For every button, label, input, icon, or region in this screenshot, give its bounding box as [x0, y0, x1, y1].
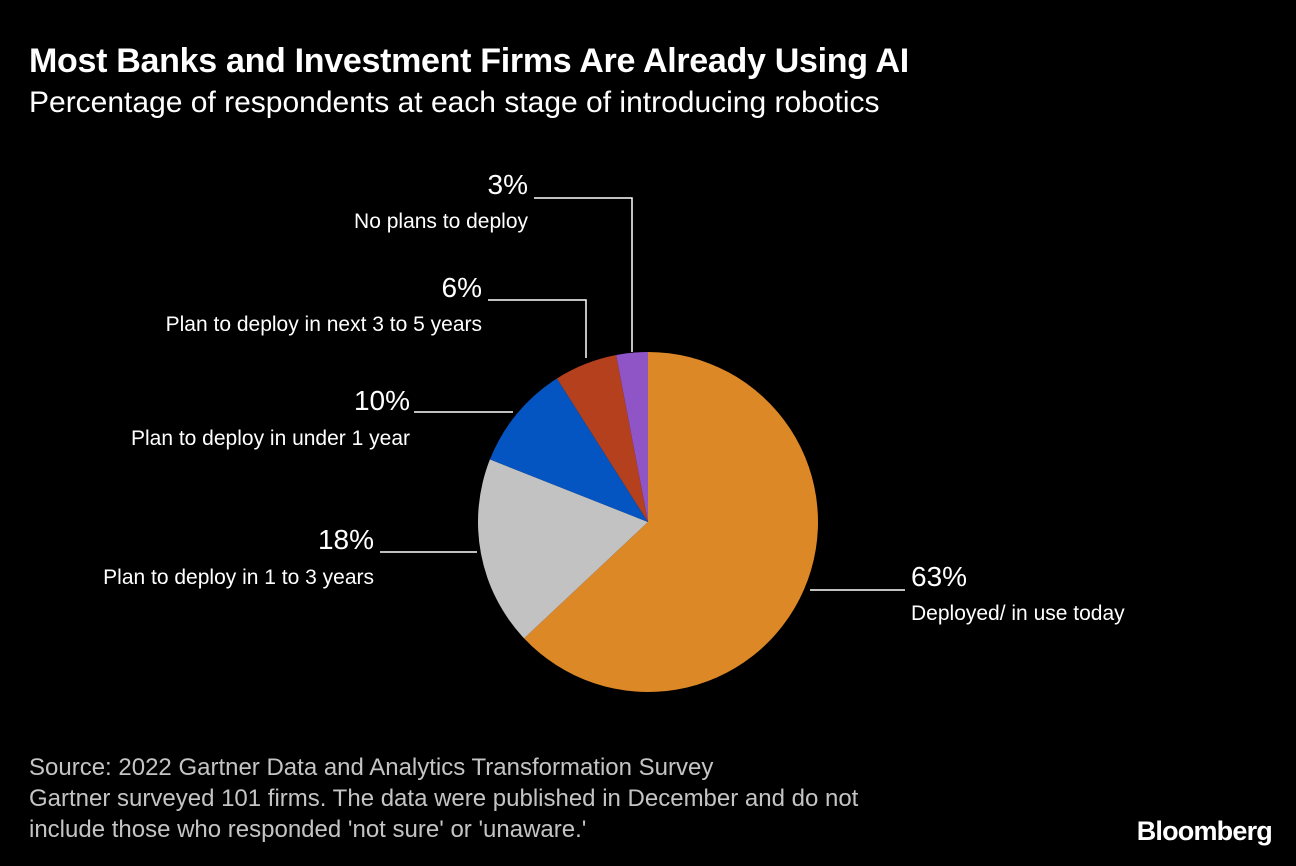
category-label-plan-to-deploy-in-1-to-3-years: Plan to deploy in 1 to 3 years	[103, 566, 374, 589]
leader-line-plan-to-deploy-in-next-3-to-5-years	[488, 299, 587, 358]
pie-slice-deployed-in-use-today	[524, 352, 818, 692]
methodology-note-line-2: include those who responded 'not sure' o…	[29, 816, 587, 843]
value-label-plan-to-deploy-in-1-to-3-years: 18%	[318, 524, 374, 555]
category-label-plan-to-deploy-in-under-1-year: Plan to deploy in under 1 year	[131, 427, 410, 450]
category-label-no-plans-to-deploy: No plans to deploy	[354, 210, 528, 233]
chart-footer: Source: 2022 Gartner Data and Analytics …	[29, 752, 858, 845]
source-note: Source: 2022 Gartner Data and Analytics …	[29, 754, 714, 781]
value-label-plan-to-deploy-in-under-1-year: 10%	[354, 385, 410, 416]
pie-slices	[478, 352, 818, 692]
category-label-plan-to-deploy-in-next-3-to-5-years: Plan to deploy in next 3 to 5 years	[166, 313, 482, 336]
methodology-note-line-1: Gartner surveyed 101 firms. The data wer…	[29, 785, 859, 812]
slice-labels: 63% Deployed/ in use today 18% Plan to depl…	[103, 169, 1125, 625]
leader-lines	[380, 197, 905, 591]
pie-slice-plan-to-deploy-in-next-3-to-5-years	[556, 355, 648, 522]
pie-slice-plan-to-deploy-in-under-1-year	[489, 378, 648, 522]
chart-subtitle: Percentage of respondents at each stage …	[29, 86, 880, 119]
chart-title: Most Banks and Investment Firms Are Alre…	[29, 42, 909, 80]
pie-slice-plan-to-deploy-in-1-to-3-years	[478, 459, 648, 639]
leader-line-no-plans-to-deploy	[534, 197, 633, 352]
value-label-deployed-in-use-today: 63%	[911, 561, 967, 592]
bloomberg-logo: Bloomberg	[1136, 816, 1273, 846]
value-label-no-plans-to-deploy: 3%	[488, 169, 528, 200]
category-label-deployed-in-use-today: Deployed/ in use today	[911, 602, 1125, 625]
value-label-plan-to-deploy-in-next-3-to-5-years: 6%	[442, 272, 482, 303]
pie-slice-no-plans-to-deploy	[616, 352, 648, 522]
